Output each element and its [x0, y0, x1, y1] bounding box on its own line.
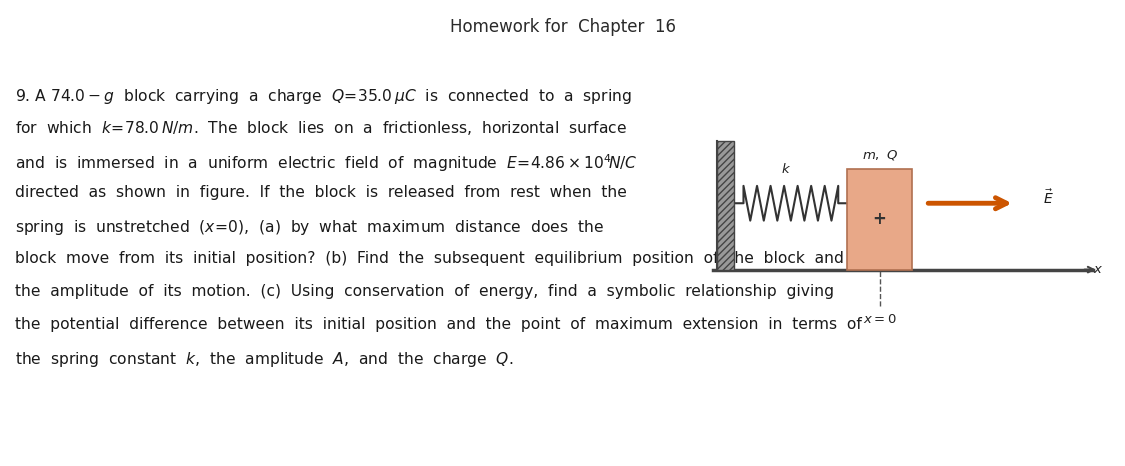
Text: $m,\ Q$: $m,\ Q$ — [862, 148, 898, 162]
Text: $k$: $k$ — [781, 162, 791, 176]
Text: spring  is  unstretched  $(x\!=\!0)$,  (a)  by  what  maximum  distance  does  t: spring is unstretched $(x\!=\!0)$, (a) b… — [16, 219, 604, 237]
Text: the  spring  constant  $k$,  the  amplitude  $A$,  and  the  charge  $Q$.: the spring constant $k$, the amplitude $… — [16, 350, 514, 369]
Bar — [847, 169, 912, 270]
Text: Homework for  Chapter  16: Homework for Chapter 16 — [450, 18, 675, 36]
Text: $x$: $x$ — [1092, 263, 1104, 276]
Text: $\vec{E}$: $\vec{E}$ — [1043, 188, 1053, 206]
Text: block  move  from  its  initial  position?  (b)  Find  the  subsequent  equilibr: block move from its initial position? (b… — [16, 251, 844, 266]
Text: for  which  $k\!=\!78.0\,N/m$.  The  block  lies  on  a  frictionless,  horizont: for which $k\!=\!78.0\,N/m$. The block l… — [16, 119, 628, 137]
Text: and  is  immersed  in  a  uniform  electric  field  of  magnitude  $E\!=\!4.86\t: and is immersed in a uniform electric fi… — [16, 152, 638, 174]
Bar — [717, 142, 735, 270]
Text: the  amplitude  of  its  motion.  (c)  Using  conservation  of  energy,  find  a: the amplitude of its motion. (c) Using c… — [16, 284, 835, 299]
Text: 9. A $\mathit{74.0-g}$  block  carrying  a  charge  $Q\!=\!35.0\,\mu C$  is  con: 9. A $\mathit{74.0-g}$ block carrying a … — [16, 87, 632, 105]
Text: the  potential  difference  between  its  initial  position  and  the  point  of: the potential difference between its ini… — [16, 317, 862, 332]
Text: +: + — [873, 210, 886, 228]
Text: directed  as  shown  in  figure.  If  the  block  is  released  from  rest  when: directed as shown in figure. If the bloc… — [16, 185, 628, 200]
Text: $x=0$: $x=0$ — [863, 313, 897, 326]
